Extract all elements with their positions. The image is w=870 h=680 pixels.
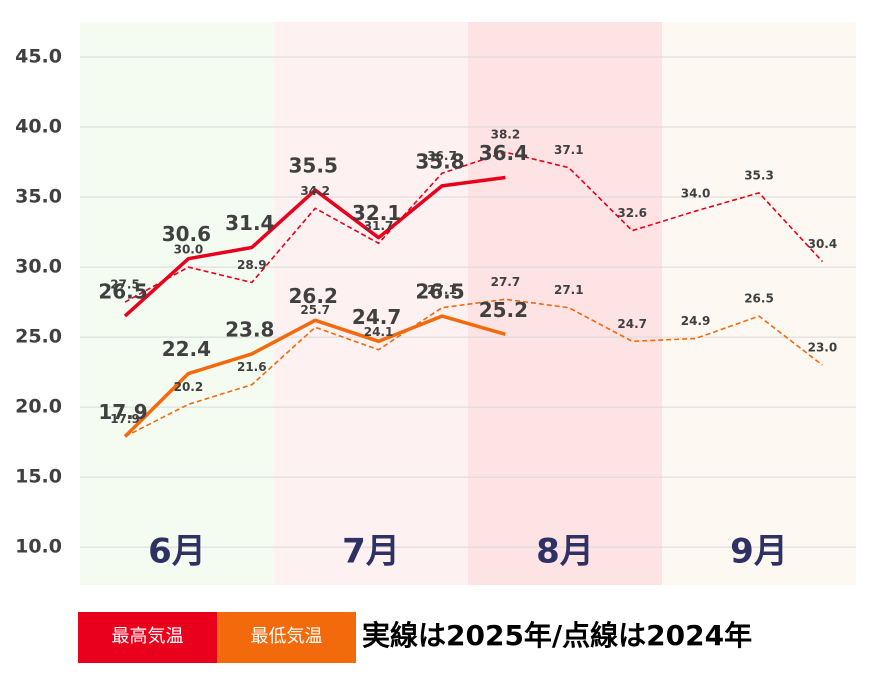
month-label: 6月 [148,532,206,572]
y-tick-label: 30.0 [15,256,62,278]
legend-swatch [78,612,217,663]
value-label: 36.4 [479,141,528,165]
dashed-value-label: 21.6 [237,360,267,374]
dashed-value-label: 24.7 [617,317,647,331]
y-tick-label: 40.0 [15,116,62,138]
value-label: 26.5 [98,280,147,304]
value-label: 32.1 [352,201,401,225]
y-tick-label: 35.0 [15,186,62,208]
month-band [274,22,468,585]
labels: 6月 7月 8月 9月 10.0 15.0 20.0 25.0 30.0 35.0 40.0 45.0… [15,46,837,572]
value-label: 30.6 [162,222,211,246]
dashed-value-label: 30.0 [174,243,204,257]
y-tick-label: 15.0 [15,466,62,488]
dashed-value-label: 27.1 [427,283,457,297]
legend-swatch [217,612,356,663]
dashed-line [124,151,823,303]
dashed-value-label: 36.7 [427,149,457,163]
value-label: 26.5 [415,280,464,304]
dashed-value-label: 27.5 [110,278,140,292]
dashed-value-label: 23.0 [808,341,838,355]
value-label: 22.4 [162,337,211,361]
lines [123,151,823,438]
dashed-value-label: 25.7 [300,303,330,317]
y-tick-label: 45.0 [15,46,62,68]
value-label: 17.9 [98,400,147,424]
dashed-value-label: 17.9 [110,412,140,426]
dashed-value-label: 27.7 [491,275,521,289]
bands [80,22,856,585]
dashed-value-label: 28.9 [237,258,267,272]
legend-label: 最低気温 [251,626,323,647]
month-label: 9月 [730,532,788,572]
solid-line [123,175,506,318]
month-band [662,22,856,585]
legend-note: 実線は2025年/点線は2024年 [362,619,752,652]
dashed-value-label: 26.5 [744,292,774,306]
dashed-value-label: 24.1 [364,325,394,339]
dashed-value-label: 32.6 [617,206,647,220]
y-tick-label: 20.0 [15,396,62,418]
legend: 最高気温 最低気温 実線は2025年/点線は2024年 [78,612,752,663]
month-band [468,22,662,585]
dashed-value-label: 34.0 [681,187,711,201]
value-label: 23.8 [225,317,274,341]
value-label: 26.2 [289,284,338,308]
value-label: 35.5 [289,154,338,178]
y-tick-label: 10.0 [15,536,62,558]
solid-line [123,314,506,438]
dashed-value-label: 38.2 [491,128,521,142]
dashed-value-label: 30.4 [808,237,838,251]
y-tick-label: 25.0 [15,326,62,348]
month-label: 8月 [536,532,594,572]
dashed-value-label: 37.1 [554,143,584,157]
dashed-line [124,298,823,438]
dashed-value-label: 34.2 [300,184,330,198]
dashed-value-label: 20.2 [174,380,204,394]
value-label: 31.4 [225,211,274,235]
value-label: 24.7 [352,305,401,329]
grid [80,56,856,548]
dashed-value-label: 24.9 [681,314,711,328]
month-band [80,22,274,585]
month-label: 7月 [342,532,400,572]
dashed-value-label: 27.1 [554,283,584,297]
dashed-value-label: 35.3 [744,168,774,182]
legend-label: 最高気温 [112,626,184,647]
value-label: 35.8 [415,149,464,173]
dashed-value-label: 31.7 [364,219,394,233]
value-label: 25.2 [479,298,528,322]
